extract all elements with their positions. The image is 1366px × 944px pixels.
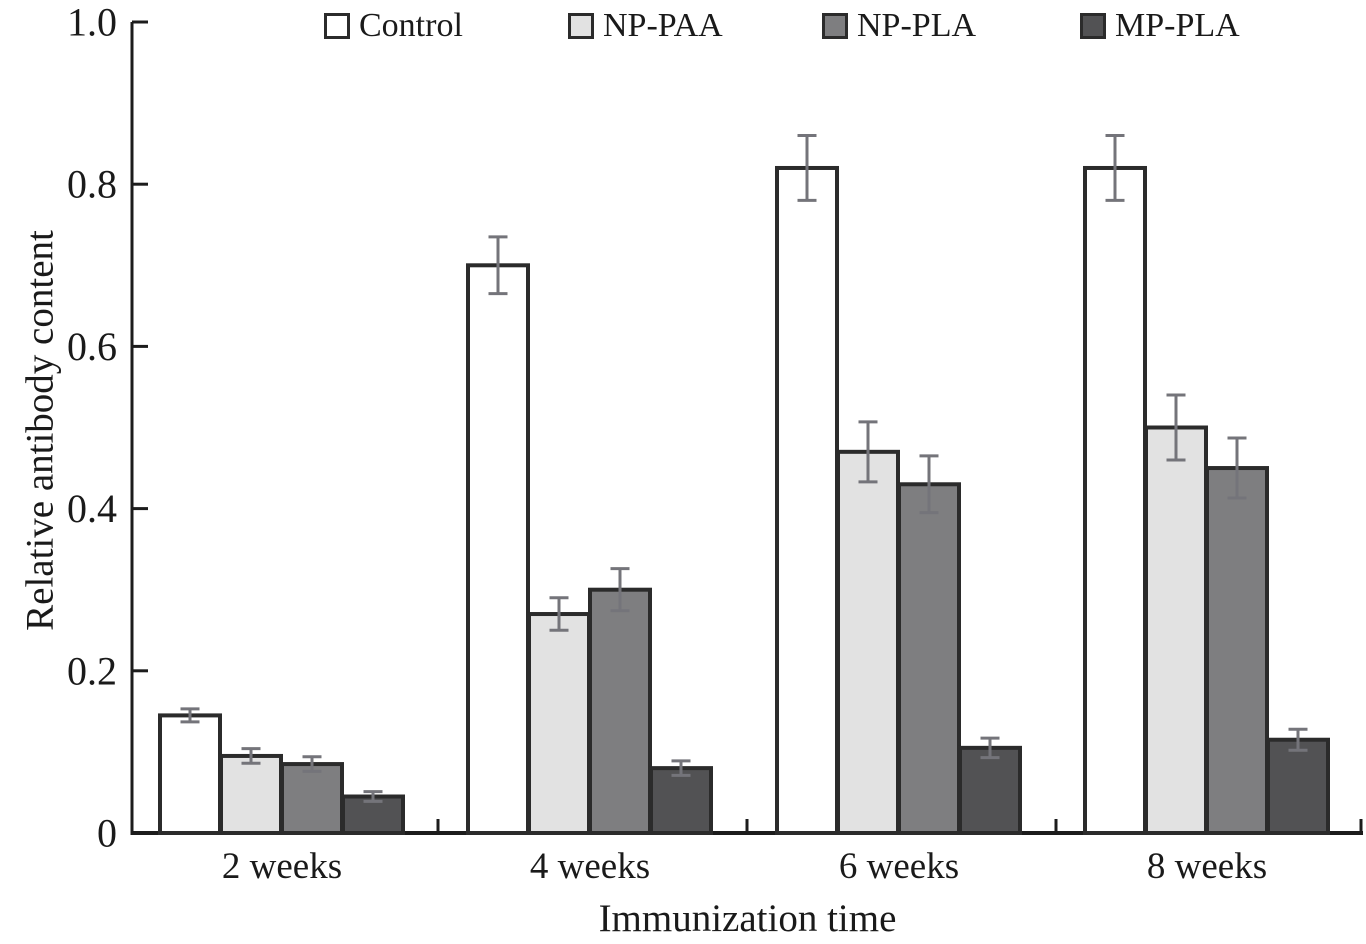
bar-np-pla-4-weeks — [588, 587, 652, 836]
y-axis-tick-label: 0.4 — [67, 486, 117, 531]
y-axis-tick-label: 0.2 — [67, 648, 117, 693]
bar-np-pla-6-weeks — [897, 482, 961, 835]
legend-swatch-control — [324, 13, 350, 39]
bar-np-paa-4-weeks — [527, 612, 591, 836]
x-category-label-2-weeks: 2 weeks — [222, 846, 342, 887]
legend-label: NP-PLA — [857, 7, 977, 44]
legend-item-mp-pla: MP-PLA — [1080, 6, 1240, 46]
bar-control-4-weeks — [466, 263, 530, 835]
bar-np-pla-2-weeks — [280, 762, 344, 835]
legend-item-control: Control — [324, 6, 463, 46]
legend-swatch-mp-pla — [1080, 13, 1106, 39]
bar-mp-pla-8-weeks — [1266, 737, 1330, 835]
legend-swatch-np-pla — [822, 13, 848, 39]
y-axis-tick-label: 0.6 — [67, 324, 117, 369]
bar-control-8-weeks — [1083, 165, 1147, 836]
y-axis-tick-label: 0 — [97, 811, 117, 856]
legend-item-np-paa: NP-PAA — [568, 6, 723, 46]
bar-np-paa-8-weeks — [1144, 425, 1208, 835]
bar-mp-pla-6-weeks — [958, 745, 1022, 835]
bar-control-2-weeks — [158, 713, 222, 836]
bar-np-paa-2-weeks — [219, 753, 283, 836]
x-category-label-6-weeks: 6 weeks — [839, 846, 959, 887]
legend-label: MP-PLA — [1115, 7, 1240, 44]
bar-np-paa-6-weeks — [836, 449, 900, 835]
x-axis-title: Immunization time — [598, 897, 897, 940]
bar-control-6-weeks — [775, 165, 839, 836]
y-axis-tick-label: 0.8 — [67, 162, 117, 207]
x-category-label-4-weeks: 4 weeks — [530, 846, 650, 887]
y-axis-tick-label: 1.0 — [67, 0, 117, 45]
x-category-label-8-weeks: 8 weeks — [1147, 846, 1267, 887]
legend-label: Control — [359, 7, 463, 44]
bar-mp-pla-4-weeks — [649, 766, 713, 835]
bar-mp-pla-2-weeks — [341, 794, 405, 836]
y-axis-title: Relative antibody content — [18, 230, 62, 631]
bar-np-pla-8-weeks — [1205, 466, 1269, 835]
legend-swatch-np-paa — [568, 13, 594, 39]
legend-item-np-pla: NP-PLA — [822, 6, 976, 46]
legend-label: NP-PAA — [603, 7, 723, 44]
chart-legend: Control NP-PAA NP-PLA MP-PLA — [0, 6, 1366, 50]
